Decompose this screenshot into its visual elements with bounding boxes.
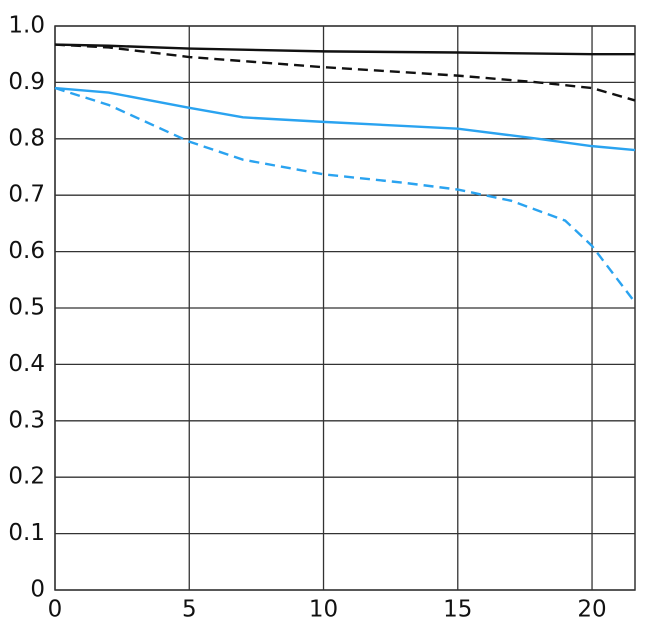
- series-line: [54, 86, 636, 152]
- series-line: [54, 86, 636, 304]
- plot-frame: [54, 25, 636, 591]
- y-tick-label: 0.4: [8, 351, 45, 377]
- y-tick-label: 0.1: [8, 520, 45, 546]
- x-tick-label: 15: [443, 597, 472, 623]
- x-tick-label: 10: [309, 597, 338, 623]
- x-tick-label: 0: [48, 597, 63, 623]
- y-tick-label: 0.5: [8, 295, 45, 321]
- y-tick-label: 0.2: [8, 464, 45, 490]
- y-tick-label: 0.6: [8, 238, 45, 264]
- y-tick-label: 0: [30, 577, 45, 603]
- y-tick-label: 0.7: [8, 182, 45, 208]
- x-tick-label: 5: [182, 597, 197, 623]
- y-tick-label: 0.8: [8, 125, 45, 151]
- x-tick-label: 20: [577, 597, 606, 623]
- y-tick-label: 1.0: [8, 13, 45, 39]
- y-tick-label: 0.3: [8, 407, 45, 433]
- series-line: [54, 43, 636, 102]
- series-line: [54, 43, 635, 56]
- y-tick-label: 0.9: [8, 69, 45, 95]
